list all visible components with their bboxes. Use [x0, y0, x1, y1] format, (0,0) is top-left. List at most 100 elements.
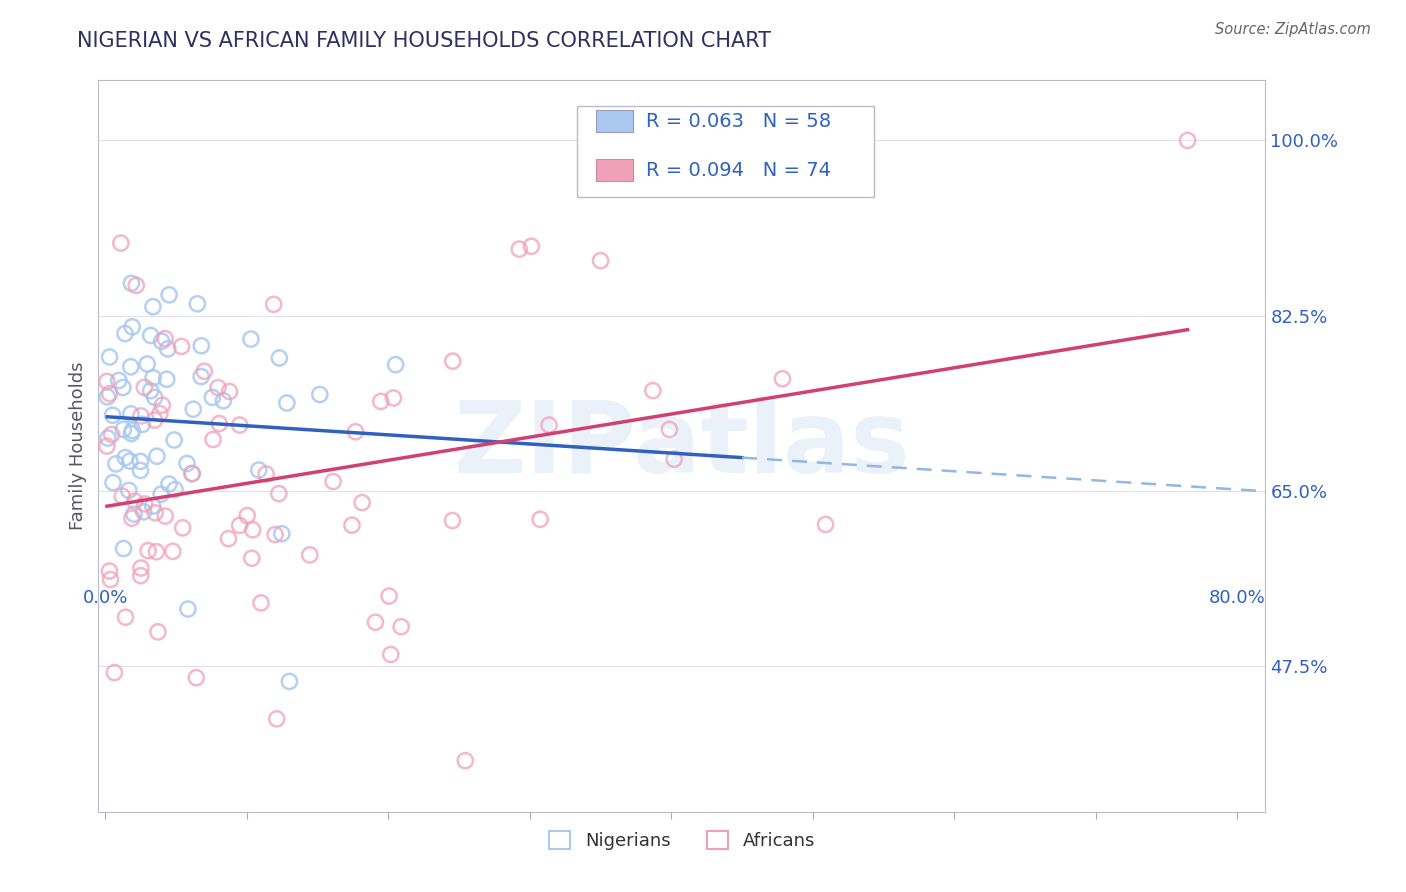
Point	[118, 454, 141, 468]
Point	[101, 409, 124, 423]
Point	[186, 297, 208, 311]
Point	[145, 545, 167, 559]
Point	[100, 573, 122, 587]
Point	[641, 384, 664, 398]
Point	[134, 380, 156, 394]
Point	[162, 544, 184, 558]
Point	[186, 671, 208, 685]
Point	[156, 342, 179, 356]
Point	[111, 489, 134, 503]
Point	[121, 511, 143, 525]
Point	[814, 517, 837, 532]
Point	[266, 712, 288, 726]
Point	[118, 483, 141, 498]
Point	[96, 375, 118, 389]
Point	[112, 422, 135, 436]
Point	[121, 424, 143, 438]
Point	[267, 486, 290, 500]
Point	[190, 369, 212, 384]
Point	[129, 454, 152, 468]
Point	[529, 512, 551, 526]
Point	[110, 236, 132, 251]
Point	[142, 300, 165, 314]
Point	[228, 518, 250, 533]
Point	[228, 418, 250, 433]
Point	[269, 351, 291, 365]
Text: R = 0.063   N = 58: R = 0.063 N = 58	[645, 112, 831, 131]
Point	[441, 354, 464, 368]
Point	[276, 396, 298, 410]
Point	[247, 463, 270, 477]
Text: Source: ZipAtlas.com: Source: ZipAtlas.com	[1215, 22, 1371, 37]
Point	[1177, 133, 1199, 147]
Point	[146, 624, 169, 639]
Point	[136, 357, 159, 371]
Point	[242, 523, 264, 537]
Point	[129, 568, 152, 582]
Point	[240, 551, 263, 566]
FancyBboxPatch shape	[596, 160, 633, 181]
Y-axis label: Family Households: Family Households	[69, 362, 87, 530]
Point	[454, 754, 477, 768]
Point	[107, 374, 129, 388]
Point	[153, 332, 176, 346]
Point	[129, 409, 152, 423]
Point	[157, 477, 180, 491]
Point	[114, 326, 136, 341]
Point	[254, 467, 277, 481]
Point	[380, 648, 402, 662]
Point	[384, 358, 406, 372]
Point	[114, 610, 136, 624]
Point	[97, 431, 120, 445]
Point	[124, 494, 146, 508]
Point	[202, 433, 225, 447]
Point	[129, 561, 152, 575]
Point	[441, 514, 464, 528]
Point	[100, 427, 122, 442]
Point	[772, 372, 794, 386]
Text: 80.0%: 80.0%	[1209, 589, 1265, 607]
Point	[139, 384, 162, 398]
Point	[143, 390, 166, 404]
Point	[208, 417, 231, 431]
Point	[181, 467, 204, 481]
Point	[201, 391, 224, 405]
Point	[264, 527, 287, 541]
Point	[111, 380, 134, 394]
Point	[298, 548, 321, 562]
Point	[150, 398, 173, 412]
Point	[101, 475, 124, 490]
FancyBboxPatch shape	[596, 111, 633, 132]
Text: ZIPatlas: ZIPatlas	[454, 398, 910, 494]
Point	[122, 507, 145, 521]
Point	[96, 390, 118, 404]
Point	[157, 288, 180, 302]
Point	[537, 418, 560, 433]
Point	[207, 380, 229, 394]
Point	[322, 475, 344, 489]
Point	[129, 463, 152, 477]
Point	[121, 319, 143, 334]
Text: 0.0%: 0.0%	[83, 589, 128, 607]
Point	[170, 339, 193, 353]
Point	[352, 495, 374, 509]
Text: NIGERIAN VS AFRICAN FAMILY HOUSEHOLDS CORRELATION CHART: NIGERIAN VS AFRICAN FAMILY HOUSEHOLDS CO…	[77, 31, 772, 51]
Point	[177, 602, 200, 616]
Point	[263, 297, 285, 311]
Point	[382, 391, 405, 405]
Point	[142, 371, 165, 385]
Point	[98, 564, 121, 578]
Point	[658, 422, 681, 436]
Point	[340, 518, 363, 533]
Legend: Nigerians, Africans: Nigerians, Africans	[541, 823, 823, 857]
Point	[146, 449, 169, 463]
FancyBboxPatch shape	[576, 106, 875, 197]
Point	[150, 487, 173, 501]
Point	[378, 589, 401, 603]
Text: R = 0.094   N = 74: R = 0.094 N = 74	[645, 161, 831, 180]
Point	[125, 278, 148, 293]
Point	[132, 505, 155, 519]
Point	[131, 417, 153, 432]
Point	[520, 239, 543, 253]
Point	[143, 413, 166, 427]
